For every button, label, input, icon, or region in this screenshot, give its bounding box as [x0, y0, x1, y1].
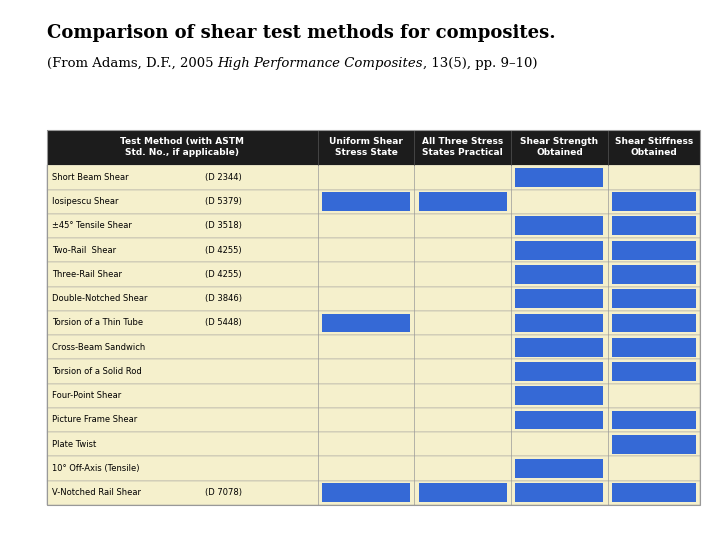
Text: Picture Frame Shear: Picture Frame Shear: [52, 415, 137, 424]
Bar: [612, 435, 696, 454]
Bar: [516, 483, 603, 502]
Text: (D 7078): (D 7078): [205, 488, 243, 497]
Bar: [612, 362, 696, 381]
Bar: [516, 459, 603, 478]
Bar: [516, 386, 603, 405]
Bar: [612, 265, 696, 284]
Text: Shear Strength
Obtained: Shear Strength Obtained: [521, 137, 598, 158]
Bar: [47, 311, 700, 335]
Bar: [322, 483, 410, 502]
Text: Torsion of a Thin Tube: Torsion of a Thin Tube: [52, 319, 143, 327]
Text: (D 5379): (D 5379): [205, 197, 242, 206]
Bar: [47, 190, 700, 214]
Text: Shear Stiffness
Obtained: Shear Stiffness Obtained: [615, 137, 693, 158]
Bar: [47, 238, 700, 262]
Bar: [47, 262, 700, 287]
Text: (From Adams, D.F., 2005: (From Adams, D.F., 2005: [47, 57, 217, 70]
Bar: [47, 165, 700, 190]
Text: Cross-Beam Sandwich: Cross-Beam Sandwich: [52, 343, 145, 352]
Text: (D 4255): (D 4255): [205, 246, 242, 255]
Bar: [47, 432, 700, 456]
Text: 10° Off-Axis (Tensile): 10° Off-Axis (Tensile): [52, 464, 140, 473]
Bar: [516, 362, 603, 381]
Text: High Performance Composites: High Performance Composites: [217, 57, 423, 70]
Bar: [612, 410, 696, 429]
Text: Iosipescu Shear: Iosipescu Shear: [52, 197, 118, 206]
Text: Plate Twist: Plate Twist: [52, 440, 96, 449]
Bar: [47, 383, 700, 408]
Bar: [47, 481, 700, 505]
Bar: [47, 287, 700, 311]
Bar: [47, 130, 700, 165]
Bar: [612, 217, 696, 235]
Bar: [47, 408, 700, 432]
Text: Test Method (with ASTM
Std. No., if applicable): Test Method (with ASTM Std. No., if appl…: [120, 137, 244, 158]
Bar: [322, 192, 410, 211]
Bar: [612, 289, 696, 308]
Text: Three-Rail Shear: Three-Rail Shear: [52, 270, 122, 279]
Bar: [47, 359, 700, 383]
Bar: [419, 483, 507, 502]
Bar: [47, 456, 700, 481]
Text: Torsion of a Solid Rod: Torsion of a Solid Rod: [52, 367, 142, 376]
Bar: [516, 289, 603, 308]
Bar: [612, 314, 696, 333]
Bar: [516, 265, 603, 284]
Text: , 13(5), pp. 9–10): , 13(5), pp. 9–10): [423, 57, 538, 70]
Text: (D 3846): (D 3846): [205, 294, 243, 303]
Bar: [47, 214, 700, 238]
Bar: [516, 217, 603, 235]
Text: Comparison of shear test methods for composites.: Comparison of shear test methods for com…: [47, 24, 555, 42]
Bar: [516, 168, 603, 187]
Text: All Three Stress
States Practical: All Three Stress States Practical: [422, 137, 503, 158]
Bar: [516, 410, 603, 429]
Text: ±45° Tensile Shear: ±45° Tensile Shear: [52, 221, 132, 231]
Bar: [612, 192, 696, 211]
Bar: [612, 483, 696, 502]
Text: Four-Point Shear: Four-Point Shear: [52, 391, 121, 400]
Text: (D 2344): (D 2344): [205, 173, 242, 182]
Text: (D 3518): (D 3518): [205, 221, 242, 231]
Bar: [612, 241, 696, 260]
Bar: [47, 335, 700, 359]
Bar: [419, 192, 507, 211]
Bar: [516, 314, 603, 333]
Text: Two-Rail  Shear: Two-Rail Shear: [52, 246, 116, 255]
Bar: [516, 241, 603, 260]
Bar: [322, 314, 410, 333]
Text: Uniform Shear
Stress State: Uniform Shear Stress State: [329, 137, 403, 158]
Bar: [612, 338, 696, 356]
Text: Short Beam Shear: Short Beam Shear: [52, 173, 128, 182]
Text: (D 5448): (D 5448): [205, 319, 242, 327]
Bar: [516, 338, 603, 356]
Text: (D 4255): (D 4255): [205, 270, 242, 279]
Text: Double-Notched Shear: Double-Notched Shear: [52, 294, 148, 303]
Text: V-Notched Rail Shear: V-Notched Rail Shear: [52, 488, 141, 497]
